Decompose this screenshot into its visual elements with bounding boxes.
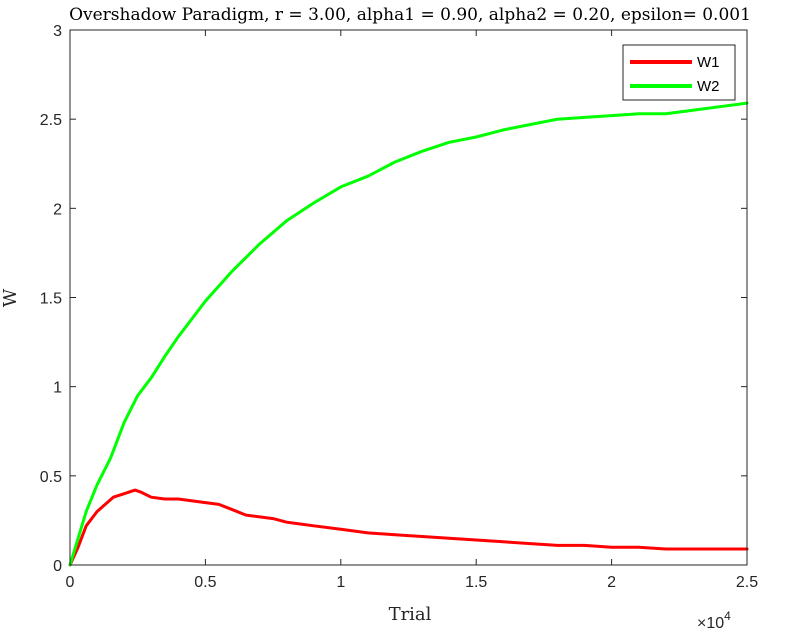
chart-title: Overshadow Paradigm, r = 3.00, alpha1 = … (69, 5, 751, 25)
y-tick-label: 0.5 (40, 469, 62, 486)
x-exponent-base: ×10 (697, 615, 724, 631)
x-tick-label: 0 (66, 574, 75, 591)
series-line-w2 (68, 101, 749, 567)
legend-box (622, 44, 736, 101)
legend-label-w1: W1 (697, 54, 720, 71)
x-axis-label: Trial (389, 604, 432, 625)
x-tick-label: 1 (336, 574, 345, 591)
series-line-w1 (68, 488, 749, 567)
axes-box (69, 29, 748, 566)
legend-label-w2: W2 (697, 78, 720, 95)
y-tick-label: 3 (53, 23, 62, 40)
x-tick-label: 0.5 (194, 574, 216, 591)
plot-area (70, 30, 747, 565)
y-tick-label: 1.5 (40, 291, 62, 308)
legend: W1 W2 (622, 44, 736, 101)
x-axis-exponent: ×104 (697, 609, 731, 631)
y-tick-label: 2 (53, 201, 62, 218)
y-tick-label: 1 (53, 380, 62, 397)
x-tick-label: 2 (607, 574, 616, 591)
y-axis-label: W (0, 288, 21, 307)
x-tick-label: 2.5 (736, 574, 758, 591)
series-layer (68, 101, 749, 567)
y-tick-label: 2.5 (40, 112, 62, 129)
y-tick-label: 0 (53, 558, 62, 575)
axes-layer: 0 0.5 1 1.5 2 2.5 0 0.5 1 1.5 2 2.5 3 (40, 23, 758, 591)
x-tick-label: 1.5 (465, 574, 487, 591)
x-exponent-power: 4 (724, 609, 731, 623)
